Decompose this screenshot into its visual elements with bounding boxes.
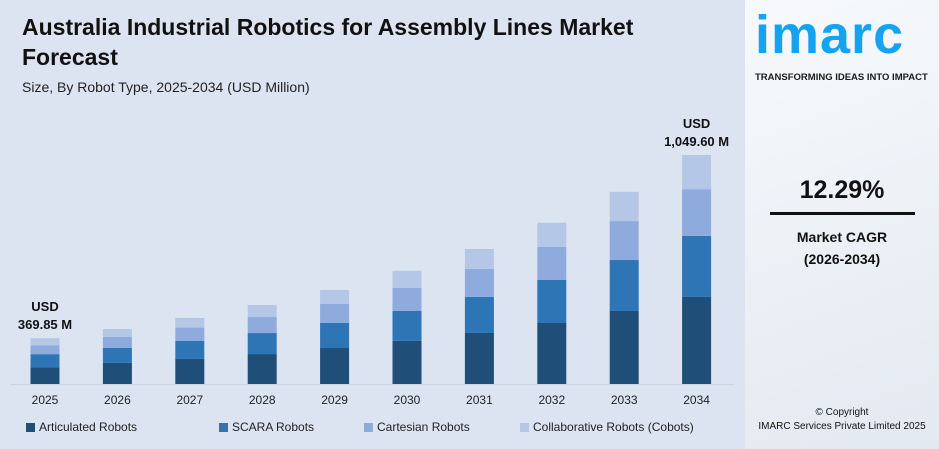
bar-segment-2032-0 [537,323,567,384]
bar-segment-2025-3 [30,338,60,346]
bar-segment-2032-3 [537,222,567,247]
x-tick-label: 2033 [611,393,638,407]
bar-segment-2028-0 [247,354,277,384]
bar-segment-2025-1 [30,354,60,368]
bar-segment-2034-0 [682,296,712,384]
total-label-value: 369.85 M [18,317,72,332]
brand-tagline: TRANSFORMING IDEAS INTO IMPACT [755,72,928,83]
bar-segment-2032-2 [537,246,567,280]
chart-title: Australia Industrial Robotics for Assemb… [22,14,634,70]
cagr-label-text: Market CAGR [796,229,888,245]
bar-segment-2031-0 [464,332,494,384]
bar-segment-2034-3 [682,155,712,190]
bar-segment-2026-0 [102,362,132,384]
bar-segment-2026-2 [102,336,132,348]
cagr-value: 12.29% [799,176,885,204]
bar-segment-2033-2 [609,221,639,261]
copyright-text: © Copyright [815,407,869,418]
x-tick-label: 2030 [394,393,421,407]
bar-segment-2028-1 [247,333,277,355]
x-tick-label: 2026 [104,393,131,407]
legend-item: Articulated Robots [26,420,137,434]
legend-item: Collaborative Robots (Cobots) [520,420,694,434]
divider [770,212,915,215]
bar-segment-2029-3 [320,289,350,304]
bar-segment-2029-2 [320,303,350,324]
total-label-usd: USD [31,299,58,314]
x-tick-label: 2027 [176,393,203,407]
bar-segment-2027-2 [175,327,205,341]
side-panel: imarc TRANSFORMING IDEAS INTO IMPACT 12.… [745,0,939,449]
bar-segment-2029-1 [320,323,350,349]
bar-segment-2030-1 [392,310,422,341]
bar-segment-2029-0 [320,348,350,384]
bar-segment-2030-0 [392,340,422,384]
legend-label: Articulated Robots [39,420,138,434]
legend-label: SCARA Robots [232,420,315,434]
legend-item: Cartesian Robots [364,420,470,434]
bar-segment-2027-1 [175,340,205,359]
x-tick-label: 2034 [683,393,710,407]
legend-label: Cartesian Robots [377,420,470,434]
legend-label: Collaborative Robots (Cobots) [533,420,694,434]
bar-segment-2030-2 [392,287,422,311]
bar-segment-2025-0 [30,367,60,384]
legend-item: SCARA Robots [219,420,314,434]
x-tick-label: 2031 [466,393,493,407]
bar-segment-2031-2 [464,268,494,297]
total-label-value: 1,049.60 M [664,134,729,149]
copyright: © Copyright IMARC Services Private Limit… [745,406,939,434]
x-tick-label: 2029 [321,393,348,407]
x-tick-label: 2032 [538,393,565,407]
bar-segment-2033-3 [609,191,639,222]
chart-area: Australia Industrial Robotics for Assemb… [10,14,735,434]
cagr-period: (2026-2034) [803,251,881,267]
bar-segment-2028-2 [247,317,277,334]
total-label-usd: USD [683,116,710,131]
bar-segment-2031-3 [464,248,494,269]
stacked-bar-chart: 2025 USD 369.85 M 2026 2027 2028 2029 2030 2031 2… [10,116,735,407]
bar-segment-2034-1 [682,235,712,297]
bar-segment-2027-3 [175,317,205,328]
bar-segment-2025-2 [30,345,60,355]
x-tick-label: 2025 [32,393,59,407]
bar-segment-2028-3 [247,305,277,318]
bar-segment-2034-2 [682,189,712,236]
legend-swatch [364,422,373,432]
bar-segment-2027-0 [175,358,205,384]
bar-segment-2026-3 [102,329,132,337]
legend-swatch [26,422,35,432]
bar-segment-2030-3 [392,270,422,288]
legend-swatch [520,422,529,432]
imarc-logo: imarc [755,5,905,65]
company-name: IMARC Services Private Limited 2025 [758,421,926,432]
chart-subtitle: Size, By Robot Type, 2025-2034 (USD Mill… [22,79,310,95]
cagr-label: Market CAGR (2026-2034) [745,226,939,270]
bar-segment-2033-0 [609,310,639,384]
bar-segment-2032-1 [537,279,567,324]
bar-segment-2033-1 [609,260,639,311]
x-tick-label: 2028 [249,393,276,407]
legend-swatch [219,422,228,432]
bar-segment-2031-1 [464,296,494,333]
bar-segment-2026-1 [102,347,132,363]
